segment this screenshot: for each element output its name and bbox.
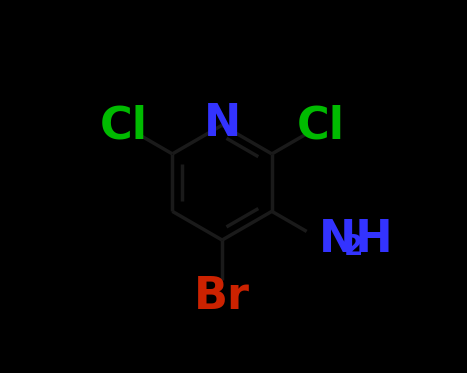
Text: Cl: Cl: [297, 104, 344, 147]
Text: Cl: Cl: [100, 104, 148, 147]
Text: 2: 2: [344, 232, 363, 260]
Text: N: N: [204, 102, 241, 145]
Text: NH: NH: [319, 218, 394, 261]
Text: Br: Br: [194, 275, 250, 317]
